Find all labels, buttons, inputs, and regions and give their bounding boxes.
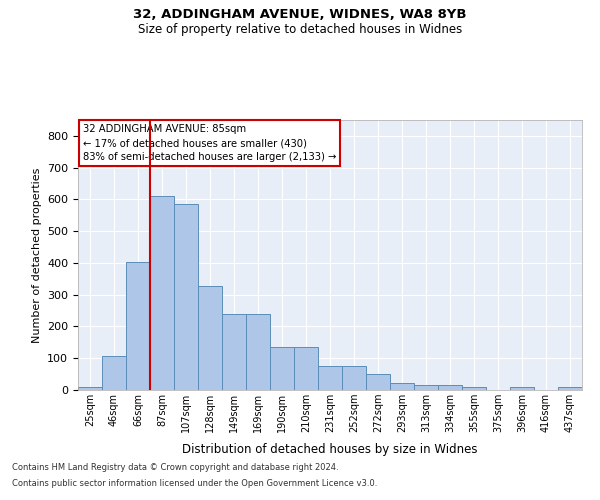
Bar [366,374,390,390]
Text: 32, ADDINGHAM AVENUE, WIDNES, WA8 8YB: 32, ADDINGHAM AVENUE, WIDNES, WA8 8YB [133,8,467,20]
Bar [270,348,294,390]
Bar [414,385,438,390]
Bar [222,314,246,390]
Bar [510,388,534,390]
Text: Distribution of detached houses by size in Widnes: Distribution of detached houses by size … [182,442,478,456]
Bar [342,366,366,390]
Bar [126,262,150,390]
Y-axis label: Number of detached properties: Number of detached properties [32,168,41,342]
Bar [174,204,198,390]
Bar [294,348,318,390]
Bar [198,286,222,390]
Text: Size of property relative to detached houses in Widnes: Size of property relative to detached ho… [138,22,462,36]
Bar [438,385,462,390]
Bar [390,384,414,390]
Bar [150,196,174,390]
Bar [318,366,342,390]
Text: 32 ADDINGHAM AVENUE: 85sqm
← 17% of detached houses are smaller (430)
83% of sem: 32 ADDINGHAM AVENUE: 85sqm ← 17% of deta… [83,124,337,162]
Text: Contains public sector information licensed under the Open Government Licence v3: Contains public sector information licen… [12,478,377,488]
Text: Contains HM Land Registry data © Crown copyright and database right 2024.: Contains HM Land Registry data © Crown c… [12,464,338,472]
Bar [462,388,486,390]
Bar [246,314,270,390]
Bar [102,356,126,390]
Bar [78,388,102,390]
Bar [558,388,582,390]
